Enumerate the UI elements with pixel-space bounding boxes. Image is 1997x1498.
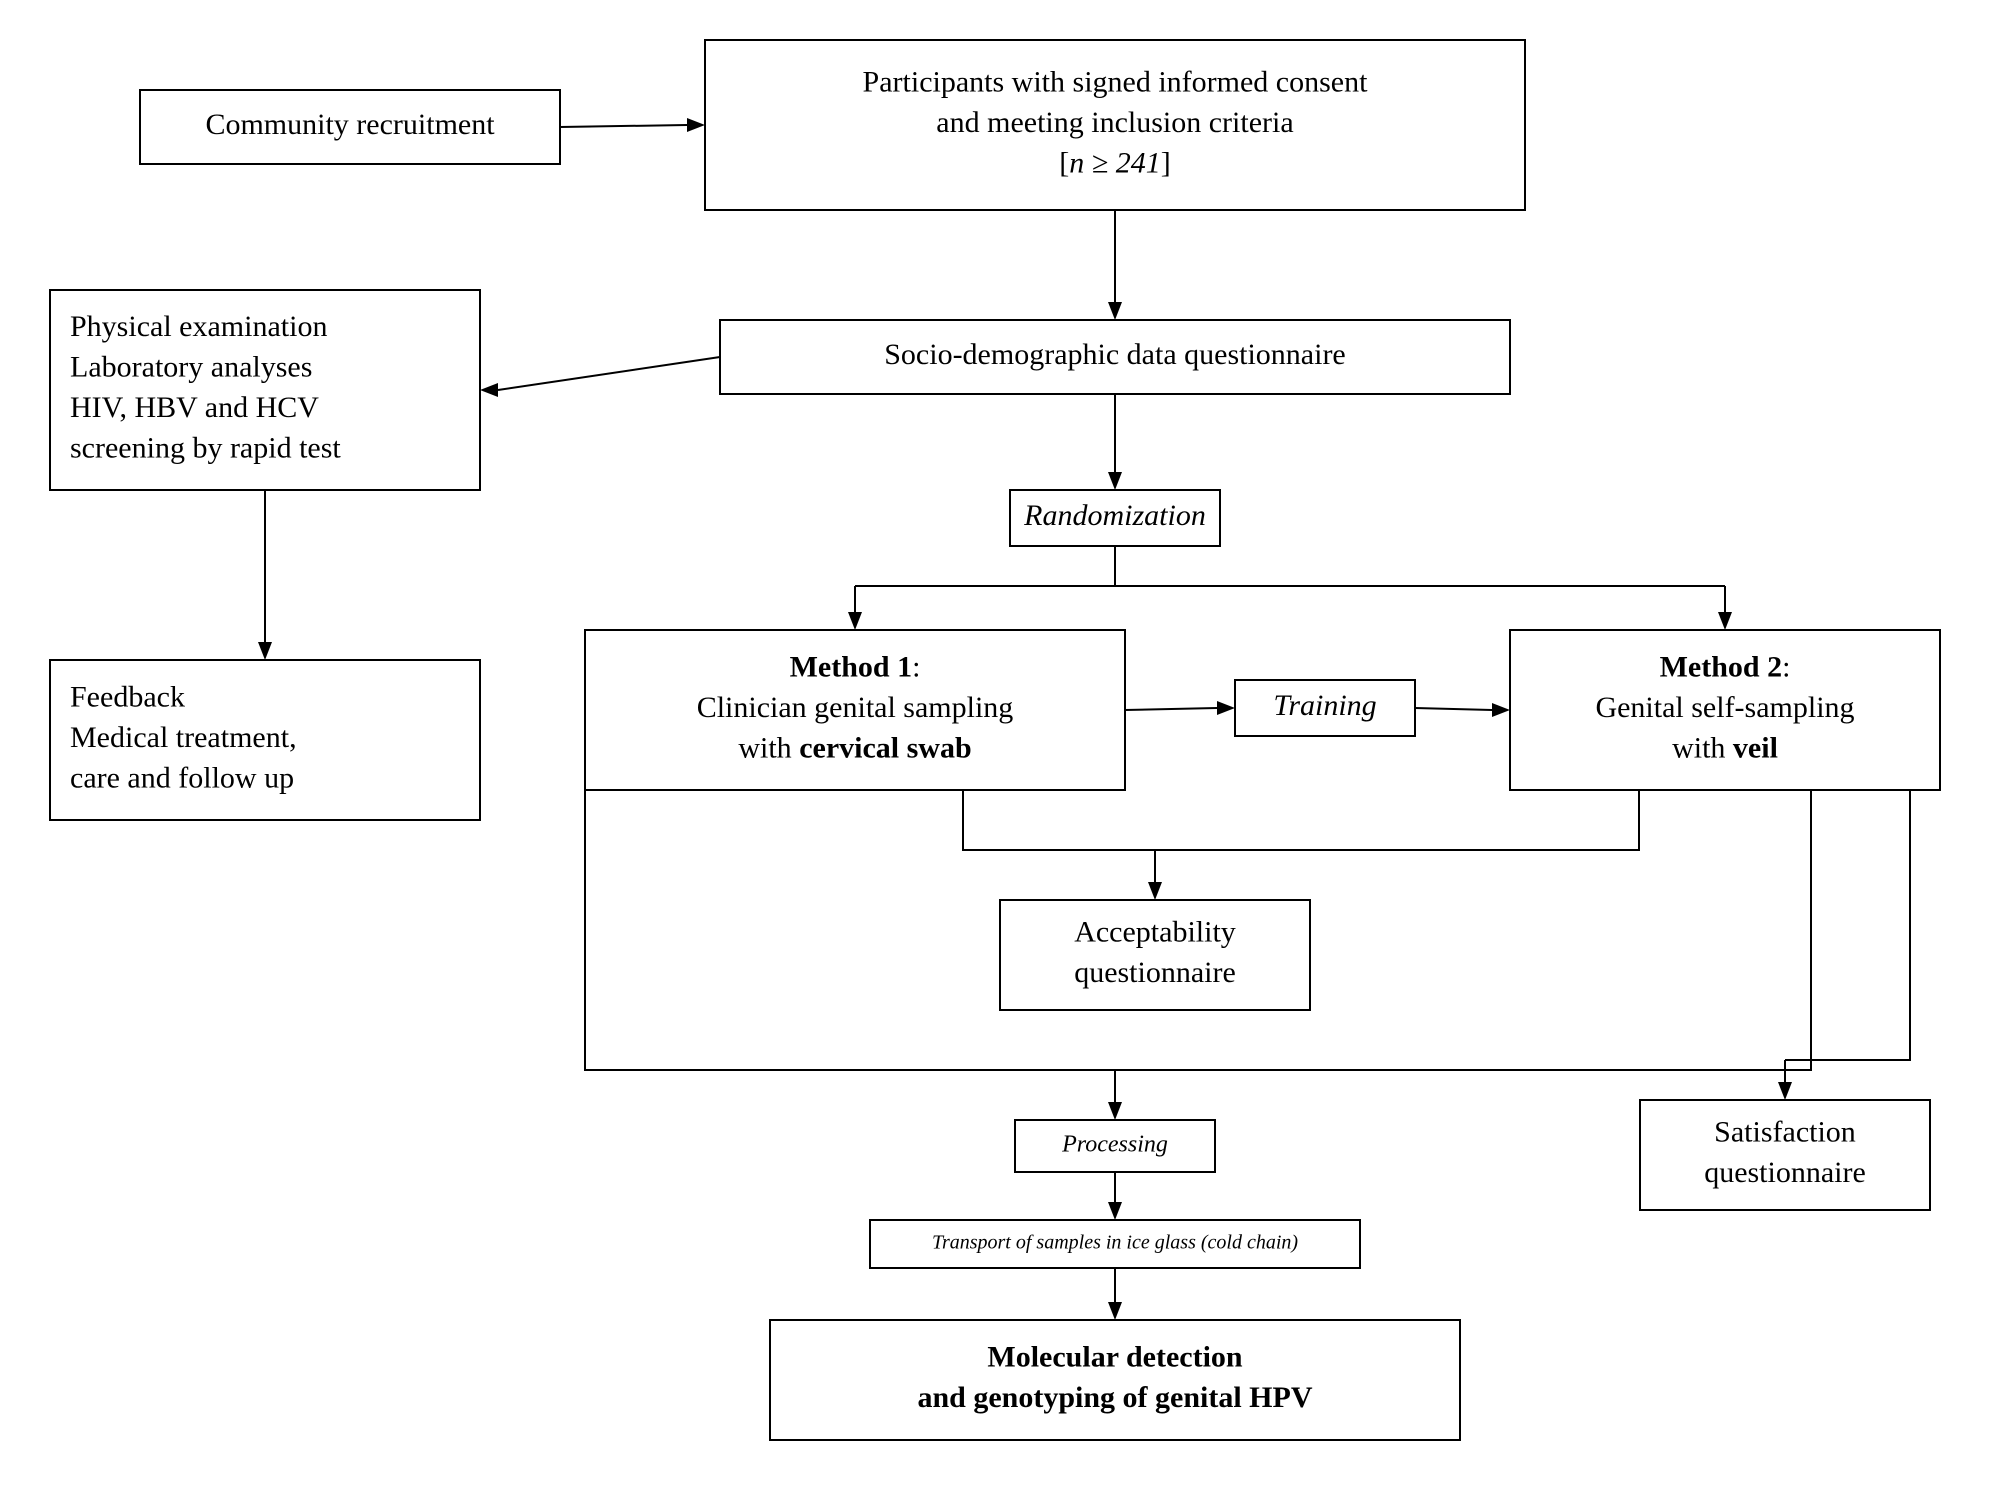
node-feedback-line-2: care and follow up bbox=[70, 761, 294, 794]
node-acceptability-line-0: Acceptability bbox=[1074, 916, 1236, 949]
node-transport-line-0: Transport of samples in ice glass (cold … bbox=[932, 1232, 1298, 1254]
node-method1-line-1: Clinician genital sampling bbox=[697, 691, 1014, 724]
node-processing-line-0: Processing bbox=[1061, 1132, 1168, 1158]
node-feedback-line-0: Feedback bbox=[70, 680, 185, 713]
node-participants-line-2: [n ≥ 241] bbox=[1059, 146, 1170, 179]
node-community-line-0: Community recruitment bbox=[205, 108, 495, 141]
node-randomization-line-0: Randomization bbox=[1023, 499, 1206, 532]
node-physical-line-1: Laboratory analyses bbox=[70, 351, 312, 384]
node-physical-line-3: screening by rapid test bbox=[70, 432, 341, 465]
node-molecular bbox=[770, 1320, 1460, 1440]
node-molecular-line-1: and genotyping of genital HPV bbox=[917, 1381, 1312, 1414]
node-physical-line-2: HIV, HBV and HCV bbox=[70, 391, 319, 424]
node-satisfaction-line-1: questionnaire bbox=[1704, 1156, 1866, 1189]
flowchart-canvas: Community recruitment Participants with s… bbox=[0, 0, 1997, 1498]
node-participants-line-0: Participants with signed informed consen… bbox=[863, 65, 1369, 98]
node-method1-line-2: with cervical swab bbox=[738, 731, 971, 764]
node-training-line-0: Training bbox=[1273, 689, 1376, 722]
node-participants-line-1: and meeting inclusion criteria bbox=[936, 106, 1293, 139]
node-acceptability-line-1: questionnaire bbox=[1074, 956, 1236, 989]
node-method2-line-0: Method 2: bbox=[1660, 650, 1791, 683]
node-physical-line-0: Physical examination bbox=[70, 310, 327, 343]
node-method2-line-2: with veil bbox=[1672, 731, 1778, 764]
node-socio-line-0: Socio-demographic data questionnaire bbox=[884, 338, 1346, 371]
node-molecular-line-0: Molecular detection bbox=[987, 1341, 1243, 1374]
node-satisfaction-line-0: Satisfaction bbox=[1714, 1116, 1856, 1149]
node-method2-line-1: Genital self-sampling bbox=[1595, 691, 1854, 724]
node-method1-line-0: Method 1: bbox=[790, 650, 921, 683]
node-feedback-line-1: Medical treatment, bbox=[70, 721, 297, 754]
